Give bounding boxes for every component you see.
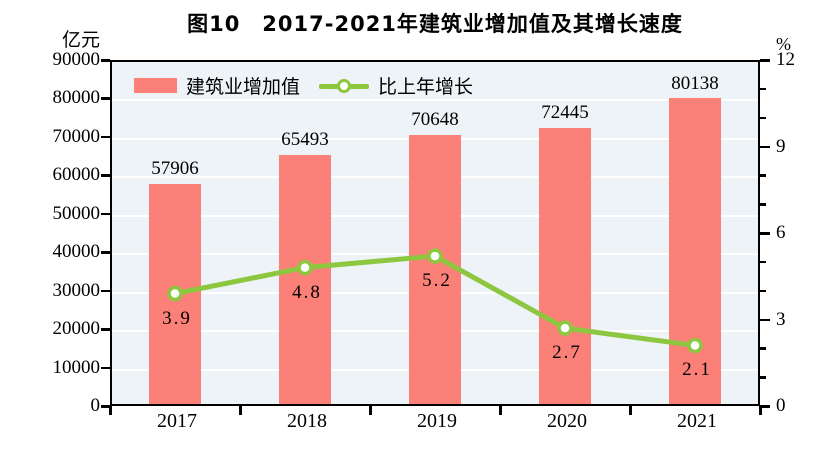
right-axis-tick (760, 318, 770, 321)
left-axis-tick-label: 40000 (52, 241, 101, 263)
right-axis-tick-label: 0 (776, 395, 786, 416)
left-axis-tick-label: 50000 (52, 202, 101, 224)
x-axis-tick (759, 406, 762, 415)
left-axis-tick (101, 251, 110, 254)
left-axis-tick (101, 405, 110, 408)
left-axis-tick-label: 30000 (52, 279, 101, 301)
bar-value-label: 57906 (151, 158, 199, 180)
right-axis-tick (760, 116, 766, 120)
x-axis-category-label: 2019 (417, 410, 457, 432)
right-axis-tick-label: 3 (776, 308, 786, 330)
bar-value-label: 80138 (671, 72, 719, 94)
left-axis-tick (101, 212, 110, 216)
left-axis-tick-label: 60000 (52, 164, 101, 186)
right-axis-unit: % (776, 34, 791, 54)
left-axis-tick (101, 59, 110, 62)
left-axis-tick (101, 289, 110, 293)
left-axis-tick (101, 328, 110, 331)
plot-area (110, 60, 760, 406)
left-axis-tick (101, 366, 110, 370)
left-axis-tick (101, 97, 110, 100)
left-axis-tick-label: 90000 (52, 49, 101, 70)
left-axis-tick-label: 80000 (52, 87, 101, 109)
bar-value-label: 72445 (541, 102, 589, 124)
legend: 建筑业增加值 比上年增长 (134, 72, 473, 98)
right-axis-tick-label: 12 (776, 49, 795, 70)
growth-point-2020 (557, 320, 573, 336)
x-axis-tick (239, 406, 242, 415)
bar-value-label: 70648 (411, 109, 459, 131)
left-axis-tick-label: 20000 (52, 318, 101, 340)
right-axis-tick (760, 347, 766, 350)
line-value-label: 2.1 (682, 359, 712, 381)
line-value-label: 5.2 (422, 270, 452, 292)
legend-line-sample (319, 78, 370, 93)
growth-line-series (167, 248, 703, 354)
line-value-label: 2.7 (552, 342, 582, 364)
x-axis-category-label: 2020 (547, 410, 587, 432)
growth-point-2019 (427, 248, 443, 264)
right-axis-tick (760, 405, 770, 408)
left-axis-unit: 亿元 (61, 30, 100, 51)
right-axis-tick-label: 6 (776, 222, 786, 243)
right-axis-tick-label: 9 (776, 135, 786, 157)
growth-point-2017 (167, 285, 183, 302)
bar-2020 (538, 128, 591, 404)
legend-bar-label: 建筑业增加值 (186, 76, 301, 98)
right-axis-tick (760, 203, 766, 206)
left-axis-tick (101, 174, 110, 177)
x-axis-category-label: 2021 (677, 410, 717, 432)
right-axis-tick (760, 376, 766, 379)
x-axis-tick (109, 406, 112, 415)
x-axis-tick (629, 406, 632, 415)
bar-2018 (278, 154, 331, 404)
chart-title: 图10 2017-2021年建筑业增加值及其增长速度 (187, 12, 683, 36)
right-axis-tick (760, 174, 766, 177)
left-axis-tick-label: 0 (90, 395, 101, 416)
right-axis-tick (760, 145, 770, 148)
left-axis-tick-label: 10000 (52, 356, 101, 378)
legend-line-marker-icon (337, 78, 352, 93)
legend-bar-swatch (134, 77, 177, 93)
growth-point-2021 (687, 337, 703, 354)
line-value-label: 4.8 (292, 281, 322, 303)
right-axis-tick (760, 232, 770, 235)
left-axis-tick (101, 135, 110, 139)
x-axis-tick (499, 406, 502, 415)
x-axis-category-label: 2017 (157, 410, 197, 432)
legend-line-label: 比上年增长 (378, 76, 474, 98)
right-axis-tick (760, 289, 766, 293)
bar-value-label: 65493 (281, 129, 329, 151)
right-axis-tick (760, 260, 766, 264)
growth-point-2018 (297, 259, 313, 276)
line-value-label: 3.9 (162, 307, 192, 329)
right-axis-tick (760, 87, 766, 91)
left-axis-tick-label: 70000 (52, 125, 101, 147)
right-axis-tick (760, 59, 770, 62)
gridline (112, 99, 758, 102)
bar-2019 (408, 134, 461, 404)
x-axis-category-label: 2018 (287, 410, 327, 432)
x-axis-tick (369, 406, 372, 415)
